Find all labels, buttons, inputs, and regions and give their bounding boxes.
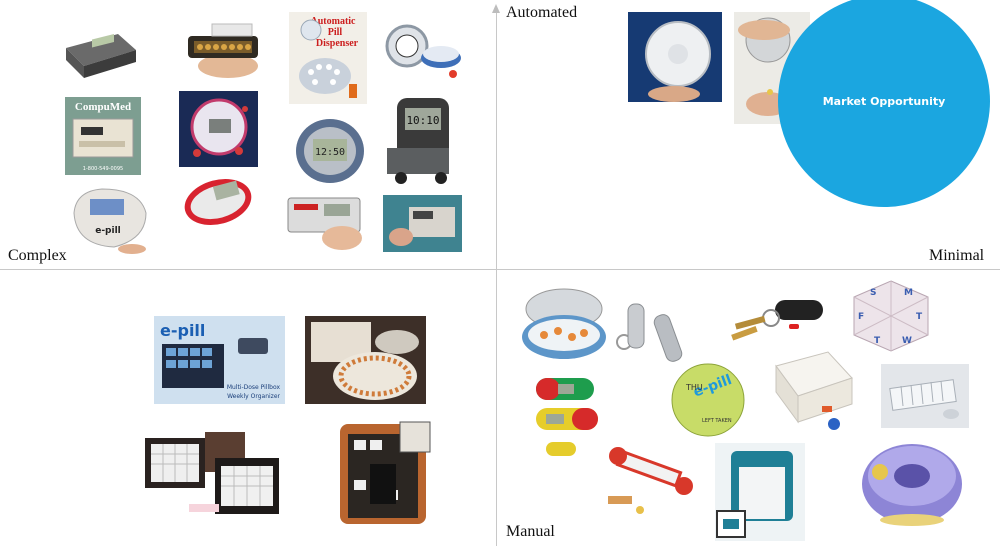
bone-shaped-pillbox-image xyxy=(608,447,693,514)
svg-text:Dispenser: Dispenser xyxy=(316,38,359,49)
clamshell-pill-case-image xyxy=(522,288,606,359)
capsule-timers-image xyxy=(536,378,598,456)
market-opportunity-circle: Market Opportunity xyxy=(778,0,990,207)
portable-timer-case-image: 10:10 xyxy=(387,98,449,184)
keychain-pill-holder-image xyxy=(731,300,823,341)
desk-dispenser-photo-image xyxy=(383,195,462,252)
weekday-letter-t: T xyxy=(916,312,923,322)
weekday-letter-f: F xyxy=(858,312,864,322)
axis-label-automated: Automated xyxy=(506,4,578,21)
wheel-pill-case-image xyxy=(305,316,426,404)
laptop-pill-device-image xyxy=(66,34,136,78)
travel-pill-kit-image xyxy=(340,421,431,524)
epill-logo-text: e-pill xyxy=(95,226,121,236)
weekday-letter-m: M xyxy=(904,288,913,298)
handheld-pill-tray-image xyxy=(188,23,258,78)
timer-display-text: 10:10 xyxy=(406,114,439,127)
epill-multidose-organizer-image: e-pill Multi-Dose Pillbox Weekly Organiz… xyxy=(154,316,285,404)
epill-brand-text: e-pill xyxy=(160,321,205,340)
watch-style-reminder-image: 12:50 xyxy=(296,119,364,183)
automatic-pill-dispenser-image: Automatic Pill Dispenser xyxy=(289,12,367,104)
multidose-line1: Multi-Dose Pillbox xyxy=(227,384,281,391)
axis-label-manual: Manual xyxy=(506,523,555,540)
compumed-dispenser-image: CompuMed 1-800-549-0095 xyxy=(65,97,141,175)
timex-pill-timer-image xyxy=(287,197,362,250)
wall-dispenser-hand-image xyxy=(628,12,722,102)
weekday-letter-w: W xyxy=(902,336,912,346)
weekday-letter-t2: T xyxy=(874,336,881,346)
pill-crusher-dispenser-image xyxy=(715,443,805,541)
round-epill-container-image: e-pill THU LEFT TAKEN xyxy=(671,363,745,437)
white-flip-pillbox-image xyxy=(775,351,853,430)
vertical-axis-arrow xyxy=(492,4,500,13)
multidose-line2: Weekly Organizer xyxy=(227,393,280,400)
red-pill-timer-image xyxy=(184,178,252,226)
donut-pill-dispenser-image xyxy=(862,444,962,526)
compumed-brand-text: CompuMed xyxy=(75,101,131,113)
round-pill-alarm-image xyxy=(179,91,258,167)
horizontal-axis xyxy=(0,269,1000,270)
vertical-axis xyxy=(496,12,497,546)
metal-pill-capsules-image xyxy=(616,303,683,362)
weekday-letter-s: S xyxy=(870,288,876,298)
thu-label: THU xyxy=(685,383,703,392)
market-opportunity-label: Market Opportunity xyxy=(822,94,946,108)
round-dispenser-pair-image xyxy=(385,24,461,78)
weekday-hexagon-organizer-image: M T W T F S xyxy=(853,280,929,352)
lcd-time-text: 12:50 xyxy=(315,147,345,158)
svg-text:Pill: Pill xyxy=(328,27,343,38)
axis-label-complex: Complex xyxy=(8,247,67,264)
left-taken-label: LEFT TAKEN xyxy=(702,418,732,424)
clear-weekly-pillbox-image xyxy=(881,364,969,428)
axis-label-minimal: Minimal xyxy=(929,247,985,264)
compumed-phone-text: 1-800-549-0095 xyxy=(83,166,123,172)
svg-text:Automatic: Automatic xyxy=(311,16,357,27)
epill-handheld-image: e-pill xyxy=(73,188,147,254)
wallet-pill-organizers-image xyxy=(145,432,279,514)
